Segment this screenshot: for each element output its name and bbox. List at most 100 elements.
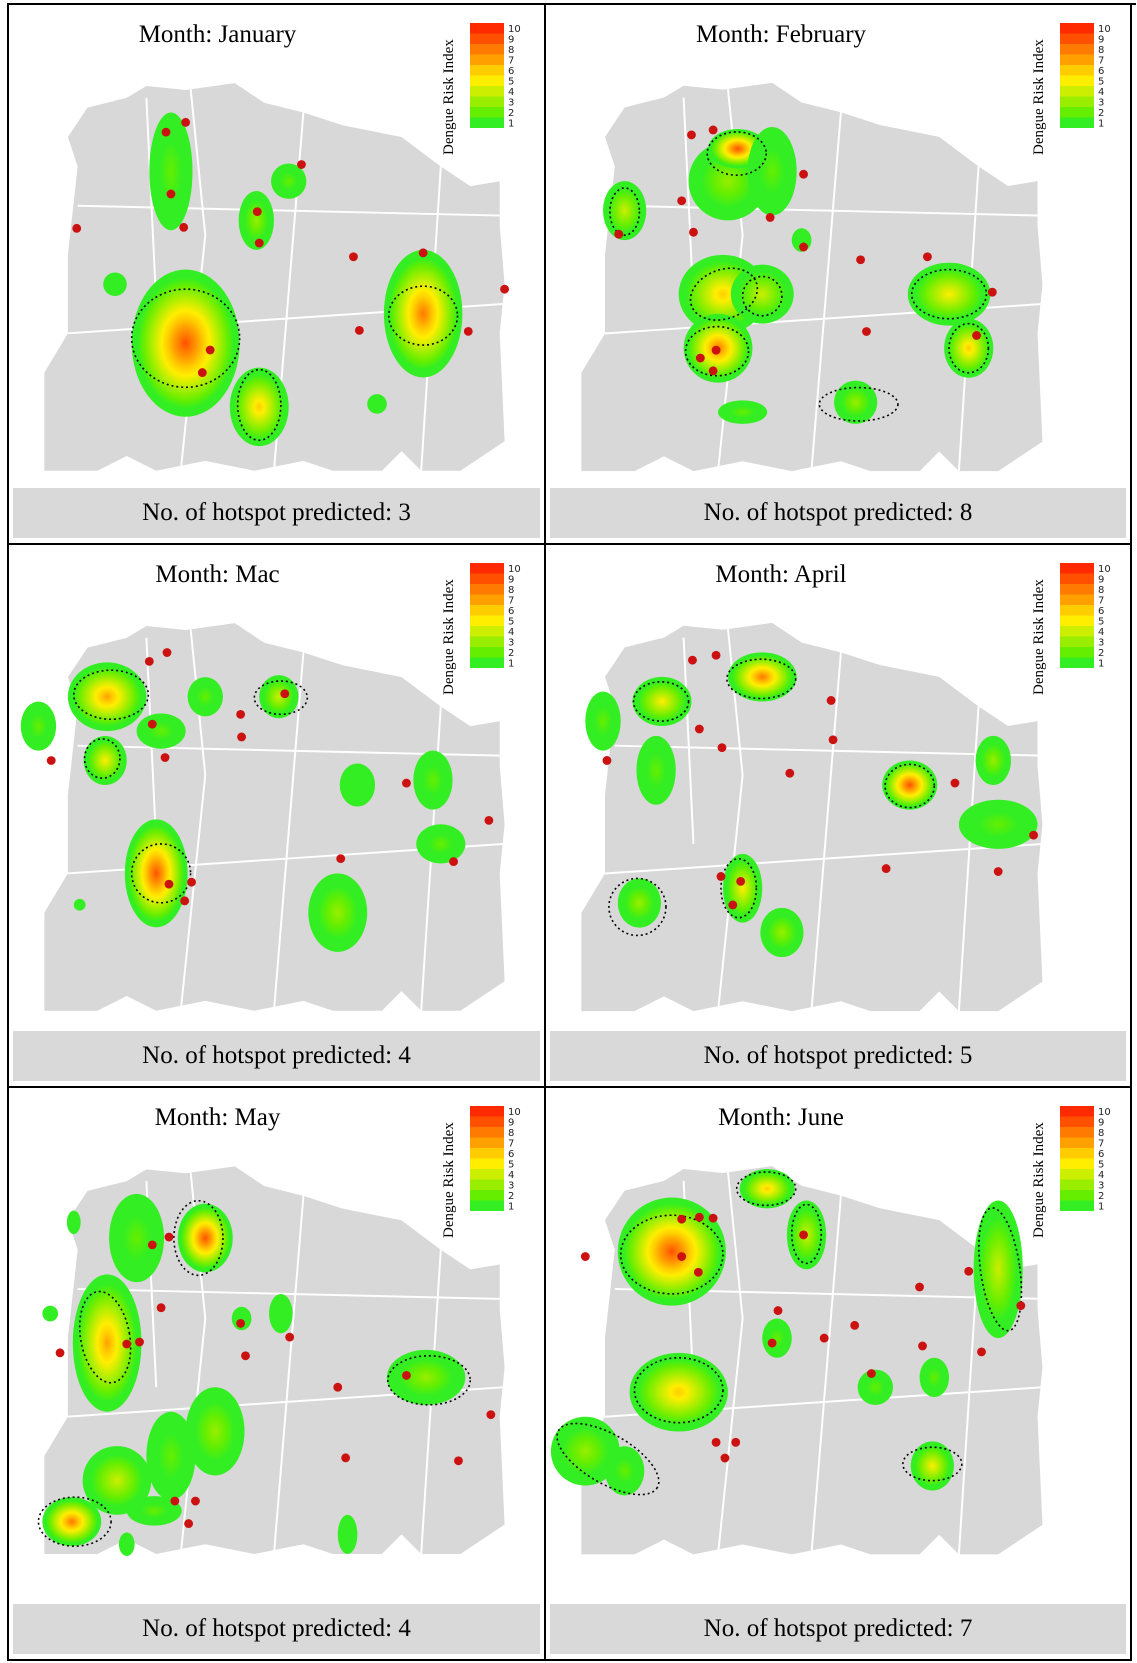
dengue-case-point bbox=[156, 1303, 166, 1313]
risk-surface bbox=[42, 1305, 59, 1322]
risk-surface bbox=[131, 269, 240, 417]
dengue-case-point bbox=[708, 125, 718, 135]
legend-swatch bbox=[1060, 563, 1094, 574]
legend-tick: 5 bbox=[508, 77, 514, 88]
dengue-case-point bbox=[449, 857, 458, 866]
risk-surface bbox=[146, 1411, 196, 1501]
legend-swatch bbox=[470, 1137, 504, 1148]
legend-tick: 1 bbox=[508, 1202, 514, 1213]
legend-swatch bbox=[470, 107, 504, 118]
dengue-case-point bbox=[711, 650, 721, 660]
dengue-case-point bbox=[677, 1252, 687, 1261]
dengue-case-point bbox=[237, 732, 247, 742]
legend-swatch bbox=[1060, 23, 1094, 34]
legend-swatch bbox=[1060, 626, 1094, 637]
risk-surface bbox=[73, 898, 86, 911]
legend-tick: 3 bbox=[508, 1181, 514, 1192]
legend-tick: 6 bbox=[1098, 1149, 1104, 1160]
dengue-case-point bbox=[689, 227, 698, 237]
dengue-case-point bbox=[236, 709, 246, 719]
dengue-case-point bbox=[972, 331, 981, 340]
legend-tick: 2 bbox=[508, 108, 514, 119]
risk-surface bbox=[739, 1169, 795, 1209]
dengue-case-point bbox=[484, 815, 494, 825]
dengue-case-point bbox=[736, 876, 746, 886]
risk-surface bbox=[603, 181, 647, 241]
legend-swatch bbox=[1060, 33, 1094, 44]
dengue-case-point bbox=[280, 689, 290, 699]
risk-surface bbox=[126, 1496, 182, 1526]
risk-surface bbox=[604, 1446, 645, 1496]
predicted-hotspot-outline bbox=[884, 763, 936, 809]
risk-surface bbox=[550, 1416, 620, 1486]
legend-tick: 8 bbox=[1098, 45, 1104, 56]
dengue-case-point bbox=[197, 368, 207, 377]
risk-surface bbox=[308, 873, 368, 952]
legend-swatch bbox=[470, 1179, 504, 1190]
dengue-case-point bbox=[285, 1332, 295, 1342]
dengue-case-point bbox=[856, 255, 865, 265]
legend-tick: 1 bbox=[508, 659, 514, 670]
dengue-case-point bbox=[463, 326, 473, 336]
dengue-case-point bbox=[164, 879, 174, 889]
legend-label: Dengue Risk Index bbox=[1031, 1122, 1047, 1238]
legend-tick: 9 bbox=[508, 1118, 514, 1129]
risk-surface bbox=[67, 662, 147, 732]
legend-swatch bbox=[1060, 594, 1094, 605]
dengue-case-point bbox=[918, 1341, 927, 1351]
legend-tick: 4 bbox=[1098, 87, 1104, 98]
risk-surface bbox=[136, 713, 186, 749]
panel-title: Month: May bbox=[154, 1104, 281, 1131]
panel-title: Month: April bbox=[715, 561, 847, 588]
predicted-hotspot-outline bbox=[72, 669, 150, 721]
legend-swatch bbox=[470, 86, 504, 97]
risk-surface bbox=[747, 127, 797, 216]
predicted-hotspot-outline bbox=[609, 187, 641, 236]
dengue-case-point bbox=[694, 1212, 704, 1222]
predicted-hotspot-outline bbox=[720, 857, 758, 919]
risk-surface bbox=[177, 1203, 233, 1273]
legend-swatch bbox=[470, 75, 504, 86]
map-panel-1: Month: January 10 9 8 7 6 5 4 3 2 1 Dengue Risk Ind… bbox=[9, 5, 546, 545]
dengue-case-point bbox=[187, 877, 196, 887]
risk-surface bbox=[760, 907, 804, 958]
dengue-case-point bbox=[716, 872, 726, 881]
legend-tick: 5 bbox=[1098, 77, 1104, 88]
legend-swatch bbox=[470, 657, 504, 668]
risk-surface bbox=[271, 163, 307, 199]
risk-surface bbox=[617, 1197, 726, 1306]
legend-tick: 8 bbox=[508, 45, 514, 56]
dengue-case-point bbox=[765, 213, 775, 222]
legend-swatch bbox=[1060, 1148, 1094, 1159]
risk-surface bbox=[910, 1441, 954, 1491]
predicted-hotspot-outline bbox=[632, 681, 690, 722]
risk-surface bbox=[259, 675, 299, 719]
dengue-case-point bbox=[147, 1240, 157, 1250]
dengue-case-point bbox=[614, 229, 624, 239]
risk-surface bbox=[973, 1200, 1023, 1339]
legend-tick: 10 bbox=[508, 1107, 521, 1118]
dengue-case-point bbox=[915, 1282, 924, 1292]
legend-swatch bbox=[1060, 1169, 1094, 1180]
dengue-case-point bbox=[677, 196, 687, 206]
dengue-case-point bbox=[580, 1252, 590, 1261]
legend-tick: 7 bbox=[1098, 596, 1104, 607]
hotspot-count-footer: No. of hotspot predicted: 3 bbox=[13, 488, 540, 538]
dengue-case-point bbox=[205, 345, 215, 355]
dengue-case-point bbox=[166, 189, 176, 199]
legend-swatch bbox=[470, 1148, 504, 1159]
predicted-hotspot-outline bbox=[684, 325, 750, 377]
legend-tick: 10 bbox=[1098, 1107, 1111, 1118]
legend-swatch bbox=[470, 23, 504, 34]
dengue-case-point bbox=[402, 1370, 411, 1380]
legend-tick: 3 bbox=[508, 98, 514, 109]
dengue-risk-map bbox=[550, 1166, 1043, 1555]
dengue-case-point bbox=[708, 366, 718, 376]
predicted-hotspot-outline bbox=[818, 386, 899, 422]
map-panel-3: Month: Mac 10 9 8 7 6 5 4 3 2 1 Dengue Risk Index No… bbox=[9, 545, 546, 1088]
legend-swatch bbox=[1060, 54, 1094, 65]
dengue-case-point bbox=[799, 1230, 808, 1240]
dengue-case-point bbox=[1016, 1301, 1026, 1311]
